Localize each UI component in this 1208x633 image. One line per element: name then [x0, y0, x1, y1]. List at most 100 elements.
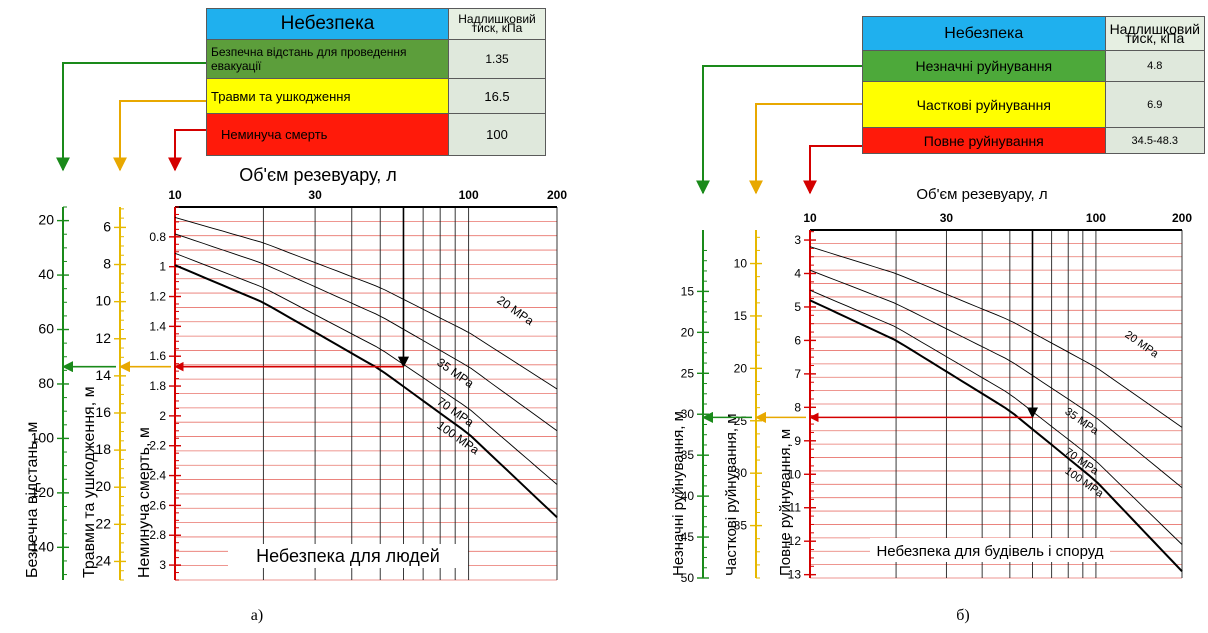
panel-label: б) — [956, 607, 969, 624]
series-20-mpa: 20 MPa — [174, 216, 558, 390]
leader-arrow-2 — [113, 100, 206, 172]
y-tick-label-9: 9 — [794, 434, 801, 448]
leader-arrow-4 — [696, 65, 862, 195]
y-tick-label-40: 40 — [38, 266, 54, 282]
leader-arrow-6 — [803, 145, 862, 195]
y-tick-label-7: 7 — [794, 367, 801, 381]
x-axis-title: Об'єм резевуару, л — [239, 165, 396, 185]
y-tick-label-8: 8 — [103, 256, 111, 272]
series-label-20-mpa: 20 MPa — [494, 293, 536, 328]
y-axis-title: Незначні руйнування, м — [670, 411, 687, 576]
series-label-100-mpa: 100 MPa — [434, 418, 482, 457]
y-tick-label-11: 11 — [789, 501, 802, 515]
table-unit-header: Надлишковий тиск, кПа — [1104, 16, 1206, 51]
y-tick-label-1-8: 1.8 — [149, 379, 166, 393]
y-tick-label-20: 20 — [734, 361, 748, 375]
x-axis-title: Об'єм резевуару, л — [916, 186, 1047, 203]
y-tick-label-14: 14 — [95, 367, 111, 383]
y-tick-label-2-4: 2.4 — [149, 469, 166, 483]
x-tick-label-200: 200 — [1172, 211, 1192, 225]
table-unit-header: Надлишковий тиск, кПа — [448, 8, 546, 40]
x-tick-label-10: 10 — [803, 211, 817, 225]
y-tick-label-1: 1 — [159, 260, 166, 274]
y-tick-label-20: 20 — [38, 212, 54, 228]
y-tick-label-3: 3 — [794, 233, 801, 247]
y-tick-label-5: 5 — [794, 300, 801, 314]
series-35-mpa: 35 MPa — [174, 233, 558, 432]
y-tick-label-2: 2 — [159, 409, 166, 423]
grid — [809, 229, 1183, 579]
y-tick-label-20: 20 — [681, 325, 695, 339]
x-tick-label-30: 30 — [308, 188, 322, 202]
series-line-100-mpa — [809, 299, 1183, 572]
y-tick-label-1-2: 1.2 — [149, 290, 166, 304]
y-axis-3: 0.8 1 1.2 1.4 1.6 1.8 2 2.2 2.4 2.6 2.8 3 Неминуча с… — [136, 206, 181, 581]
y-tick-label-20: 20 — [95, 478, 111, 494]
y-tick-label-40: 40 — [681, 489, 695, 503]
chart-title-background — [870, 538, 1110, 562]
y-tick-label-16: 16 — [95, 404, 111, 420]
y-tick-label-0-8: 0.8 — [149, 230, 166, 244]
y-tick-label-140: 140 — [31, 538, 55, 554]
panel-label: а) — [251, 607, 263, 624]
chart-title: Небезпека для людей — [256, 546, 440, 566]
hazard-death-value: 100 — [448, 113, 546, 156]
series-line-70-mpa — [174, 252, 558, 485]
table-header: Небезпека — [206, 8, 449, 40]
y-tick-label-45: 45 — [681, 530, 695, 544]
series-35-mpa: 35 MPa — [809, 269, 1183, 489]
series-line-20-mpa — [174, 216, 558, 390]
y-tick-label-2-8: 2.8 — [149, 528, 166, 542]
series-70-mpa: 70 MPa — [174, 252, 558, 485]
y-tick-label-6: 6 — [103, 218, 111, 234]
series-line-100-mpa — [174, 264, 558, 519]
table-header: Небезпека — [862, 16, 1106, 51]
y-tick-label-50: 50 — [681, 571, 695, 585]
y-tick-label-100: 100 — [31, 429, 55, 445]
y-tick-label-22: 22 — [95, 515, 111, 531]
leader-arrow-1 — [56, 62, 206, 172]
y-tick-label-10: 10 — [95, 293, 111, 309]
y-axis-title: Травми та ушкодження, м — [81, 386, 98, 578]
hazard-death-label: Неминуча смерть — [206, 113, 449, 156]
y-tick-label-15: 15 — [734, 309, 748, 323]
y-tick-label-2-2: 2.2 — [149, 439, 166, 453]
y-axis-title: Повне руйнування, м — [777, 429, 794, 576]
y-axis-title: Неминуча смерть, м — [136, 427, 153, 578]
chart-title: Небезпека для будівель і споруд — [876, 543, 1103, 560]
y-tick-label-12: 12 — [788, 534, 802, 548]
y-tick-label-10: 10 — [788, 467, 802, 481]
series-line-70-mpa — [809, 289, 1183, 545]
y-tick-label-15: 15 — [681, 284, 695, 298]
y-tick-label-24: 24 — [95, 552, 111, 568]
hazard-table-people: Небезпека Надлишковий тиск, кПа Безпечна… — [206, 8, 546, 156]
hazard-safe-evacuation-label: Безпечна відстань для проведення евакуац… — [206, 39, 449, 79]
hazard-table-buildings: Небезпека Надлишковий тиск, кПа Незначні… — [862, 16, 1206, 154]
y-axis-title: Безпечна відстань, м — [24, 422, 41, 578]
grid — [174, 206, 558, 581]
y-tick-label-80: 80 — [38, 375, 54, 391]
hazard-total-damage-label: Повне руйнування — [862, 127, 1106, 154]
hazard-total-damage-value: 34.5-48.3 — [1104, 127, 1206, 154]
y-axis-title: Часткові руйнування, м — [723, 413, 740, 576]
chart-title-background — [228, 544, 468, 568]
x-tick-label-10: 10 — [168, 188, 182, 202]
y-tick-label-2-6: 2.6 — [149, 498, 166, 512]
y-tick-label-13: 13 — [788, 568, 802, 582]
y-tick-label-1-4: 1.4 — [149, 319, 166, 333]
x-tick-label-200: 200 — [547, 188, 567, 202]
series-label-20-mpa: 20 MPa — [1122, 329, 1161, 361]
series-line-35-mpa — [809, 269, 1183, 489]
chart-panel-a: 10 30 100 200 Об'єм резевуару, л 20 40 60 80 100 1… — [24, 165, 567, 624]
y-tick-label-30: 30 — [734, 466, 748, 480]
y-tick-label-6: 6 — [794, 333, 801, 347]
hazard-minor-damage-label: Незначні руйнування — [862, 50, 1106, 82]
y-tick-label-4: 4 — [794, 267, 801, 281]
series-line-20-mpa — [809, 246, 1183, 428]
leader-arrow-5 — [749, 103, 862, 195]
